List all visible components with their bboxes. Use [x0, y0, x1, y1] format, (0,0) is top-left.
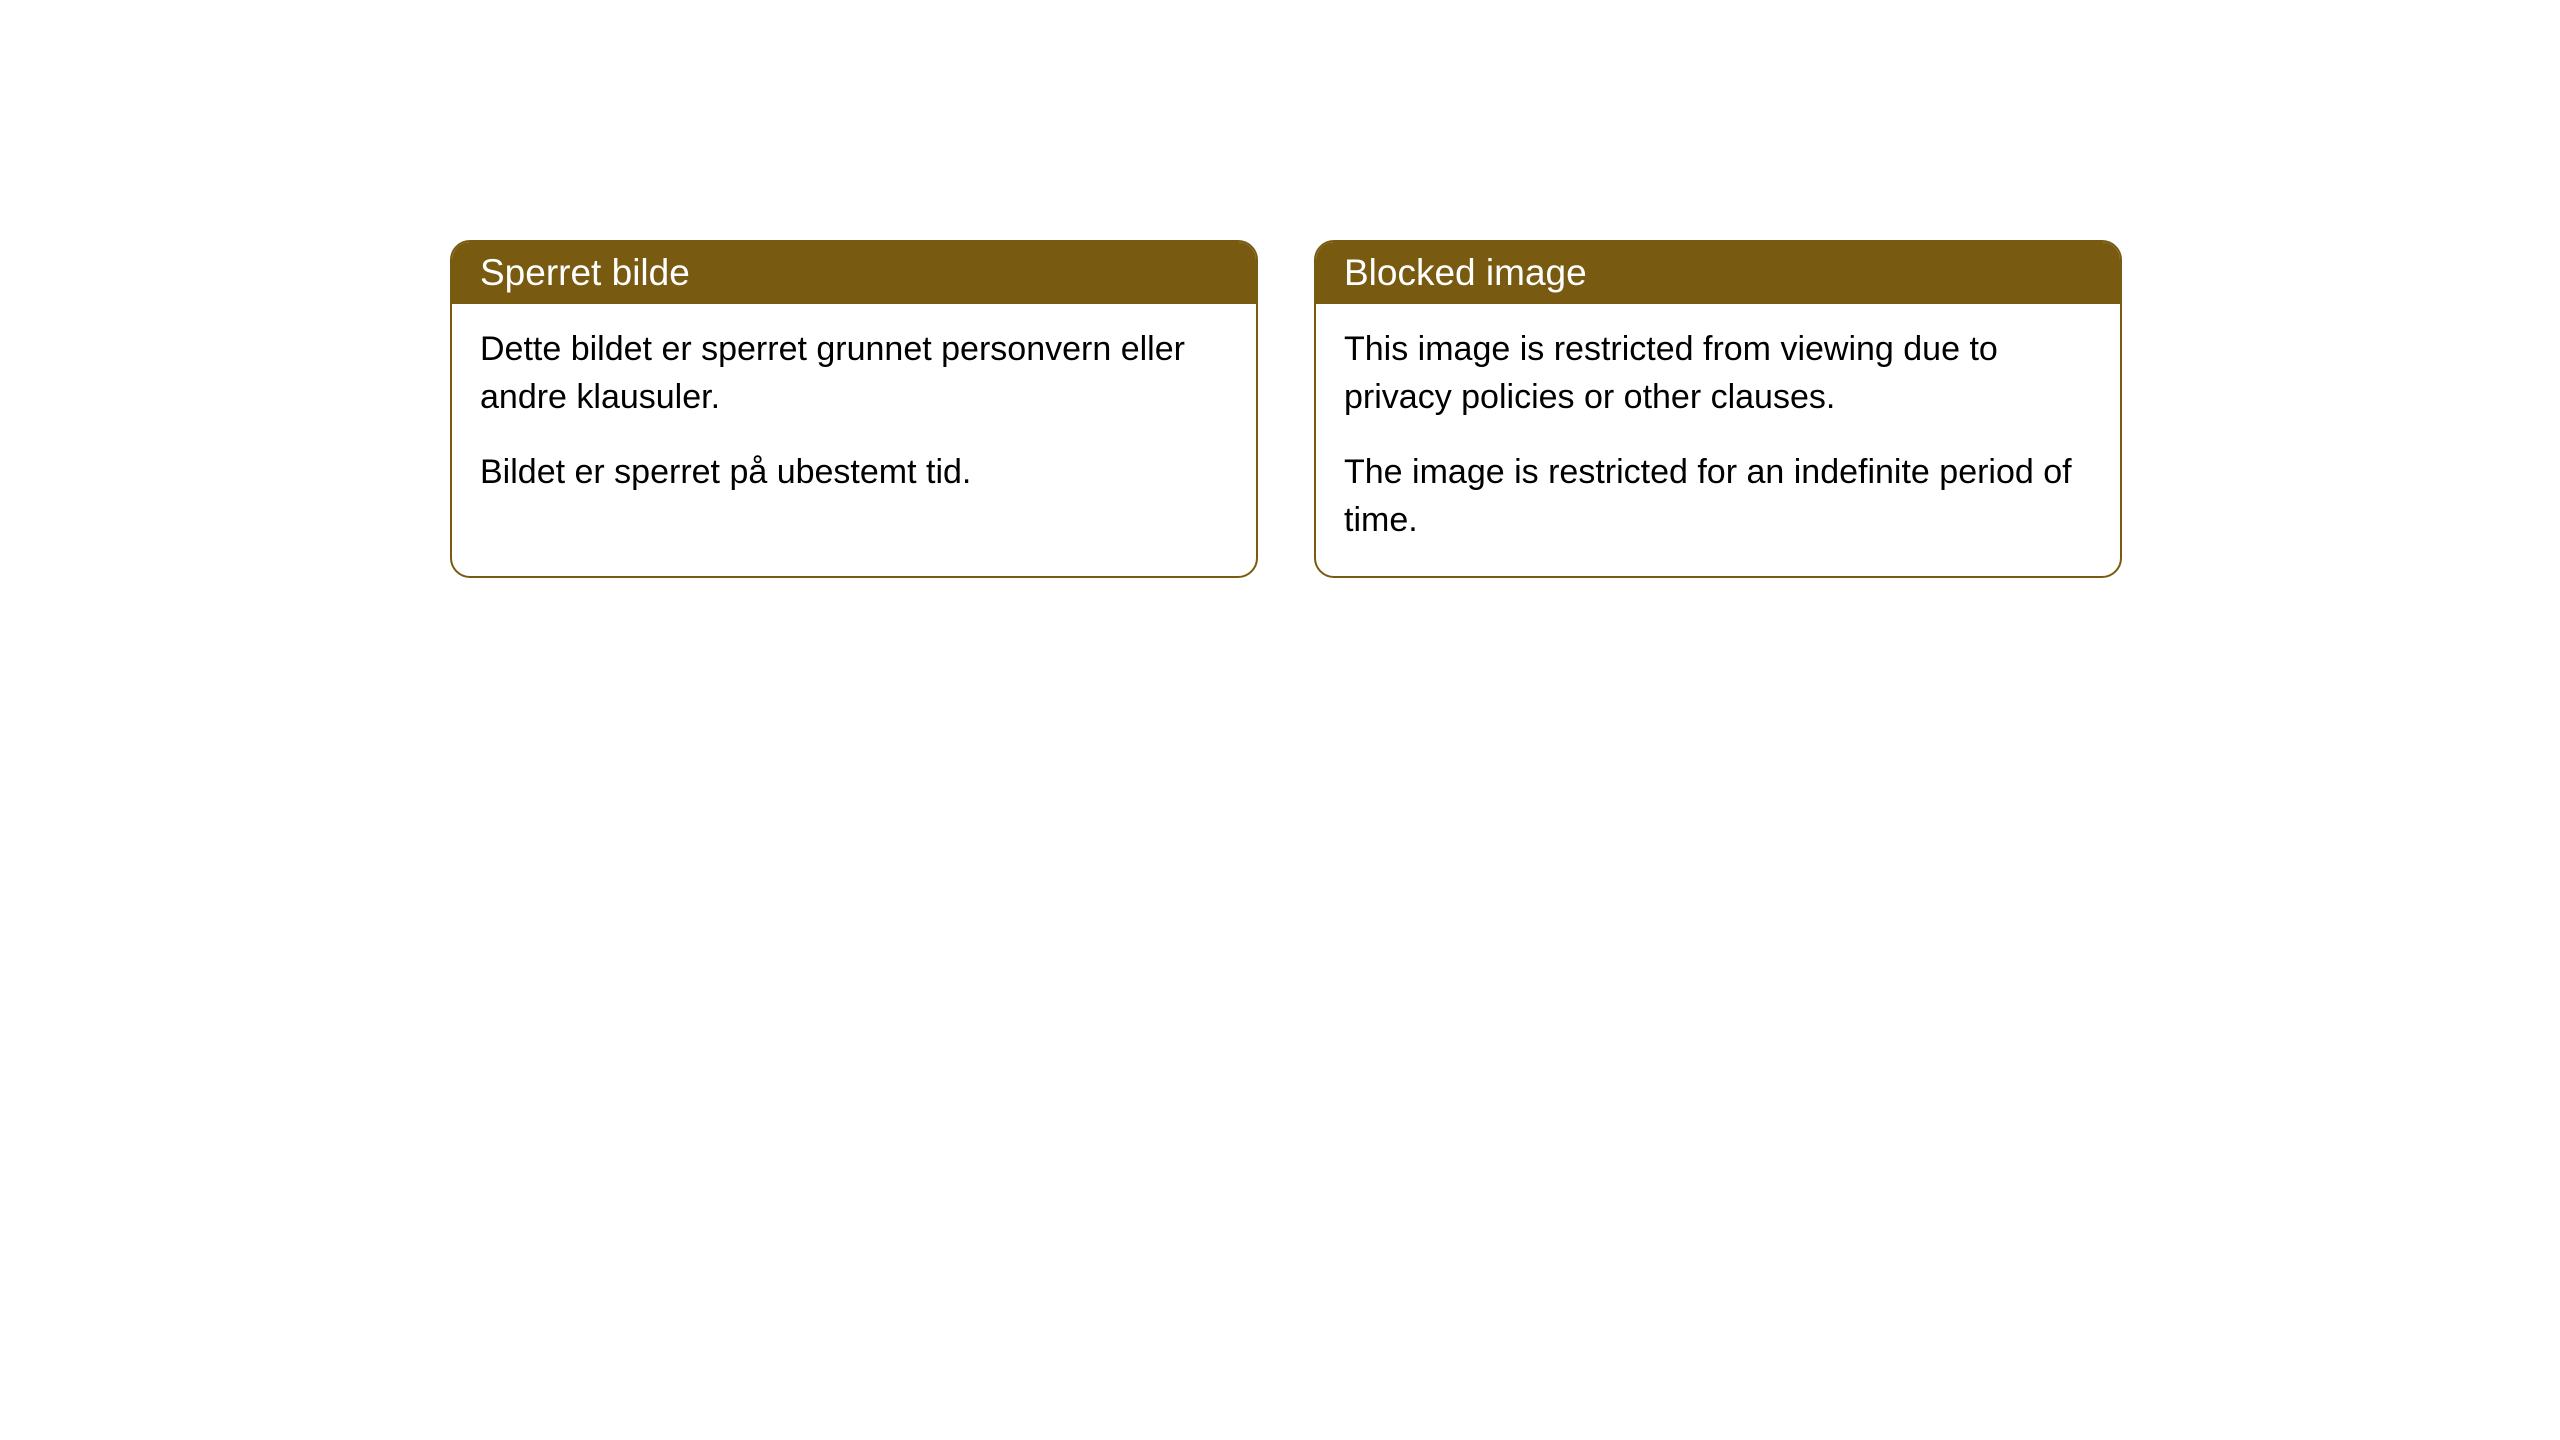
notice-paragraph: Dette bildet er sperret grunnet personve… — [480, 326, 1228, 421]
notice-paragraph: The image is restricted for an indefinit… — [1344, 449, 2092, 544]
notice-card-norwegian: Sperret bilde Dette bildet er sperret gr… — [450, 240, 1258, 578]
notice-paragraph: This image is restricted from viewing du… — [1344, 326, 2092, 421]
notice-card-english: Blocked image This image is restricted f… — [1314, 240, 2122, 578]
notice-paragraph: Bildet er sperret på ubestemt tid. — [480, 449, 1228, 497]
notice-body-norwegian: Dette bildet er sperret grunnet personve… — [452, 304, 1256, 529]
notice-header-english: Blocked image — [1316, 242, 2120, 304]
notice-header-norwegian: Sperret bilde — [452, 242, 1256, 304]
notice-container: Sperret bilde Dette bildet er sperret gr… — [450, 240, 2122, 578]
notice-body-english: This image is restricted from viewing du… — [1316, 304, 2120, 576]
